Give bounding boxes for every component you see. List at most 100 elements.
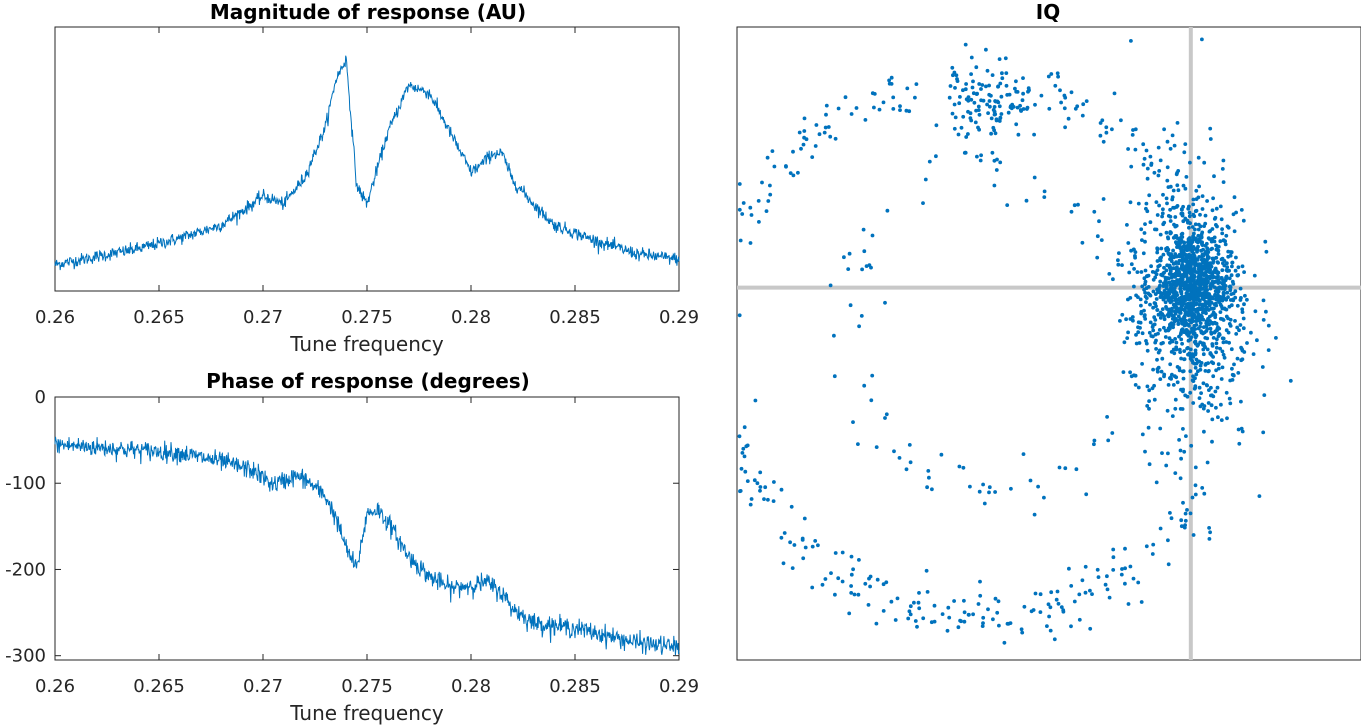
iq-point (1047, 614, 1051, 619)
iq-point (1143, 449, 1147, 454)
iq-point (1170, 133, 1175, 138)
iq-point (1172, 205, 1177, 210)
iq-point (1154, 297, 1159, 301)
iq-point (1095, 567, 1100, 572)
iq-point (1092, 209, 1097, 214)
iq-point (1191, 533, 1196, 537)
iq-point (1158, 283, 1162, 288)
iq-point (863, 118, 868, 122)
iq-point (772, 164, 777, 169)
iq-point (997, 104, 1002, 109)
iq-point (1072, 599, 1077, 604)
iq-point (1174, 223, 1179, 228)
iq-point (1059, 100, 1063, 105)
iq-point (1164, 292, 1168, 297)
iq-point (908, 612, 913, 617)
iq-point (1218, 204, 1223, 209)
iq-point (1154, 200, 1159, 205)
iq-point (1243, 293, 1247, 298)
iq-point (1005, 203, 1010, 208)
iq-point (1131, 576, 1136, 581)
iq-point (988, 104, 992, 109)
iq-point (1235, 303, 1240, 308)
iq-point (1152, 301, 1157, 305)
iq-point (987, 83, 991, 88)
iq-point (861, 227, 866, 232)
iq-point (1130, 133, 1135, 137)
iq-point (1210, 344, 1215, 348)
iq-point (1180, 341, 1184, 346)
iq-point (1151, 305, 1155, 310)
iq-point (1146, 285, 1151, 289)
iq-point (1158, 158, 1163, 163)
iq-point (1213, 313, 1218, 317)
iq-point (872, 105, 876, 110)
iq-point (1191, 212, 1196, 217)
iq-point (1204, 361, 1208, 366)
iq-point (849, 584, 853, 588)
iq-point (1180, 295, 1185, 299)
iq-point (1214, 255, 1219, 260)
iq-point (1024, 198, 1029, 203)
iq-point (1143, 239, 1147, 244)
iq-point (904, 108, 909, 113)
iq-point (836, 106, 841, 111)
iq-point (934, 154, 938, 159)
phase-x-tick-label: 0.26 (35, 676, 75, 697)
iq-point (1032, 132, 1036, 137)
iq-point (1224, 390, 1229, 395)
iq-point (945, 628, 950, 633)
iq-point (1202, 273, 1207, 277)
iq-point (1156, 331, 1160, 336)
iq-point (1177, 438, 1181, 442)
iq-point (1008, 105, 1013, 110)
iq-point (1142, 156, 1147, 161)
iq-point (1088, 626, 1093, 631)
iq-point (1241, 218, 1246, 223)
iq-point (768, 192, 773, 197)
iq-point (1107, 595, 1112, 600)
iq-point (1129, 248, 1133, 253)
iq-point (1188, 369, 1193, 374)
iq-point (1072, 203, 1077, 208)
iq-point (1168, 511, 1172, 515)
iq-point (1237, 441, 1242, 446)
iq-point (1181, 376, 1186, 381)
iq-point (813, 144, 818, 148)
iq-point (1220, 349, 1225, 354)
iq-point (753, 398, 758, 403)
iq-point (1179, 250, 1184, 255)
phase-x-tick-label: 0.275 (341, 676, 393, 697)
iq-point (964, 97, 969, 102)
phase-x-tick-label: 0.27 (243, 676, 283, 697)
iq-point (1188, 390, 1193, 395)
iq-point (1225, 290, 1230, 295)
iq-point (1200, 194, 1205, 199)
iq-point (856, 442, 860, 446)
iq-point (1056, 601, 1061, 606)
iq-point (1126, 330, 1130, 335)
iq-point (1139, 227, 1144, 232)
iq-point (874, 445, 879, 449)
iq-point (977, 489, 982, 494)
iq-point (1220, 336, 1225, 341)
iq-point (1198, 224, 1203, 229)
iq-point (1228, 284, 1232, 289)
iq-point (739, 466, 744, 471)
iq-point (1097, 219, 1101, 224)
iq-point (1168, 207, 1172, 212)
iq-point (1026, 89, 1030, 94)
iq-point (1193, 492, 1198, 497)
iq-point (1163, 283, 1168, 288)
iq-point (1139, 600, 1144, 604)
iq-point (1158, 377, 1163, 381)
iq-point (1263, 239, 1268, 244)
iq-point (1168, 267, 1173, 272)
iq-point (740, 212, 745, 216)
iq-point (1257, 494, 1262, 498)
iq-point (892, 449, 896, 454)
iq-point (1195, 258, 1200, 262)
iq-point (1069, 209, 1074, 214)
iq-point (1193, 222, 1198, 227)
iq-point (1105, 587, 1110, 592)
